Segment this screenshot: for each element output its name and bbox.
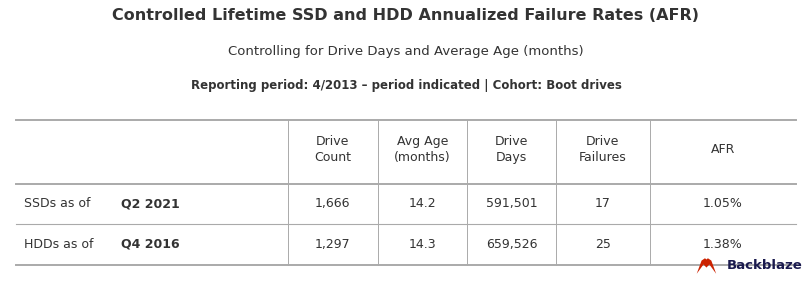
Text: Controlling for Drive Days and Average Age (months): Controlling for Drive Days and Average A… (228, 45, 583, 58)
Text: 14.3: 14.3 (408, 238, 436, 250)
Text: 25: 25 (594, 238, 610, 250)
Text: Drive
Failures: Drive Failures (578, 135, 626, 164)
Text: 17: 17 (594, 197, 610, 210)
Text: 659,526: 659,526 (485, 238, 537, 250)
Text: Q4 2016: Q4 2016 (121, 238, 179, 250)
Text: Reporting period: 4/2013 – period indicated | Cohort: Boot drives: Reporting period: 4/2013 – period indica… (191, 79, 620, 92)
Text: HDDs as of: HDDs as of (24, 238, 98, 250)
Text: 1.05%: 1.05% (702, 197, 742, 210)
Text: Controlled Lifetime SSD and HDD Annualized Failure Rates (AFR): Controlled Lifetime SSD and HDD Annualiz… (113, 8, 698, 23)
Text: AFR: AFR (710, 143, 734, 156)
Text: SSDs as of: SSDs as of (24, 197, 95, 210)
Text: Avg Age
(months): Avg Age (months) (393, 135, 450, 164)
Text: 1,297: 1,297 (315, 238, 350, 250)
Text: 1.38%: 1.38% (702, 238, 741, 250)
Text: 1,666: 1,666 (315, 197, 350, 210)
Polygon shape (696, 258, 715, 274)
Text: Backblaze: Backblaze (726, 259, 801, 272)
Text: Drive
Count: Drive Count (314, 135, 351, 164)
Text: 14.2: 14.2 (408, 197, 436, 210)
Text: Q2 2021: Q2 2021 (121, 197, 179, 210)
Text: 591,501: 591,501 (485, 197, 537, 210)
Text: Drive
Days: Drive Days (494, 135, 528, 164)
